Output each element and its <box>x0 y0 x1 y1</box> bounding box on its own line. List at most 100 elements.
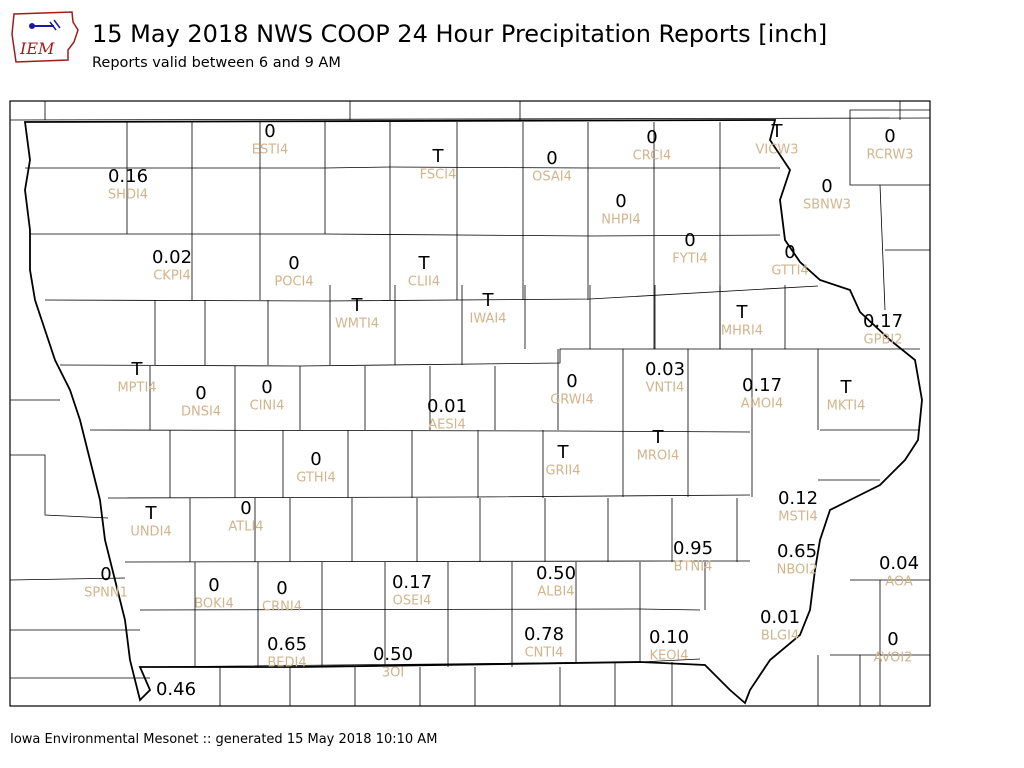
station-id: ATLI4 <box>228 519 264 535</box>
station-value: 0.17 <box>741 375 783 396</box>
station-value: 0.65 <box>776 541 818 562</box>
station-id: MHRI4 <box>720 323 764 339</box>
station-value: 0 <box>884 126 896 147</box>
station-id: AMOI4 <box>740 396 784 412</box>
svg-text:IEM: IEM <box>19 39 55 58</box>
station-value: 0.17 <box>862 311 904 332</box>
station-value: T <box>145 503 157 524</box>
station-value: 0.10 <box>648 627 690 648</box>
iem-logo: IEM <box>10 8 80 66</box>
station-id: ESTI4 <box>251 142 289 158</box>
station-id: OSAI4 <box>532 169 572 185</box>
station-id: SBNW3 <box>802 197 852 213</box>
station-id: MROI4 <box>636 448 680 464</box>
station-value: 0.03 <box>644 359 686 380</box>
station-value: 0.17 <box>391 572 433 593</box>
station-id: ALBI4 <box>537 584 575 600</box>
map-frame <box>9 100 931 707</box>
station-value: 0 <box>240 498 252 519</box>
station-id: POCI4 <box>274 274 314 290</box>
station-id: MSTI4 <box>778 509 818 525</box>
station-id: RCRW3 <box>866 147 914 163</box>
station-id: CKPI4 <box>153 268 191 284</box>
station-id: CRNI4 <box>262 599 302 615</box>
map-title: 15 May 2018 NWS COOP 24 Hour Precipitati… <box>92 20 828 48</box>
station-value: 0.50 <box>372 644 414 665</box>
station-value: 0 <box>784 242 796 263</box>
station-id: AVOI2 <box>873 650 913 666</box>
station-id: MPTI4 <box>117 380 157 396</box>
station-id: AOA <box>885 574 913 590</box>
station-value: 0 <box>195 383 207 404</box>
station-id: BTNI4 <box>673 559 713 575</box>
station-id: GTTI4 <box>771 263 809 279</box>
station-id: NBOI2 <box>776 562 818 578</box>
station-id: NHPI4 <box>601 212 641 228</box>
station-value: 0.01 <box>426 396 468 417</box>
station-id: GRWI4 <box>550 392 594 408</box>
station-value: 0 <box>684 230 696 251</box>
station-id: BLGI4 <box>760 628 800 644</box>
station-id: KEOI4 <box>649 648 689 664</box>
station-value: 0 <box>261 377 273 398</box>
station-value: 0.78 <box>523 624 565 645</box>
station-id: UNDI4 <box>130 524 172 540</box>
station-id: CRCI4 <box>632 148 672 164</box>
station-value: 0.12 <box>777 488 819 509</box>
station-value: 0 <box>310 449 322 470</box>
station-id: DNSI4 <box>180 404 222 420</box>
station-id: VICW3 <box>755 142 799 158</box>
map-subtitle: Reports valid between 6 and 9 AM <box>92 55 341 71</box>
station-id: GPBI2 <box>863 332 903 348</box>
station-id: 3OI <box>381 665 405 681</box>
iowa-state-outline-icon: IEM <box>11 11 79 63</box>
station-value: 0 <box>887 629 899 650</box>
station-value: 0 <box>288 253 300 274</box>
station-id: GTHI4 <box>296 470 336 486</box>
station-value: T <box>418 253 430 274</box>
station-value: T <box>771 121 783 142</box>
station-value: 0 <box>646 127 658 148</box>
station-value: 0 <box>208 575 220 596</box>
station-id: FYTI4 <box>672 251 708 267</box>
station-id: MKTI4 <box>826 398 866 414</box>
station-value: 0.46 <box>155 679 197 700</box>
station-value: 0.50 <box>535 563 577 584</box>
station-id: WMTI4 <box>334 316 380 332</box>
station-value: 0.16 <box>107 166 149 187</box>
station-id: OSEI4 <box>392 593 432 609</box>
station-id: CNTI4 <box>524 645 564 661</box>
station-value: 0 <box>276 578 288 599</box>
station-id: VNTI4 <box>645 380 685 396</box>
station-value: 0 <box>821 176 833 197</box>
station-id: SPNN1 <box>84 585 128 601</box>
station-value: 0.95 <box>672 538 714 559</box>
station-value: 0 <box>264 121 276 142</box>
station-id: BEDI4 <box>267 655 307 671</box>
station-value: 0 <box>546 148 558 169</box>
station-id: FSCI4 <box>419 167 457 183</box>
station-id: BOKI4 <box>194 596 234 612</box>
station-id: CINI4 <box>249 398 285 414</box>
station-value: 0 <box>100 564 112 585</box>
station-value: T <box>557 442 569 463</box>
station-value: 0.02 <box>151 247 193 268</box>
station-value: T <box>351 295 363 316</box>
station-value: 0 <box>566 371 578 392</box>
station-id: GRII4 <box>545 463 581 479</box>
station-value: T <box>482 290 494 311</box>
iowa-state-border <box>23 119 923 705</box>
station-id: SHDI4 <box>107 187 149 203</box>
station-value: T <box>736 302 748 323</box>
station-id: AESI4 <box>428 417 466 433</box>
station-value: T <box>652 427 664 448</box>
station-value: 0.65 <box>266 634 308 655</box>
footer-credit: Iowa Environmental Mesonet :: generated … <box>10 732 438 747</box>
station-value: T <box>131 359 143 380</box>
station-id: IWAI4 <box>469 311 507 327</box>
station-value: 0.04 <box>878 553 920 574</box>
station-value: T <box>840 377 852 398</box>
station-value: 0 <box>615 191 627 212</box>
station-value: T <box>432 146 444 167</box>
